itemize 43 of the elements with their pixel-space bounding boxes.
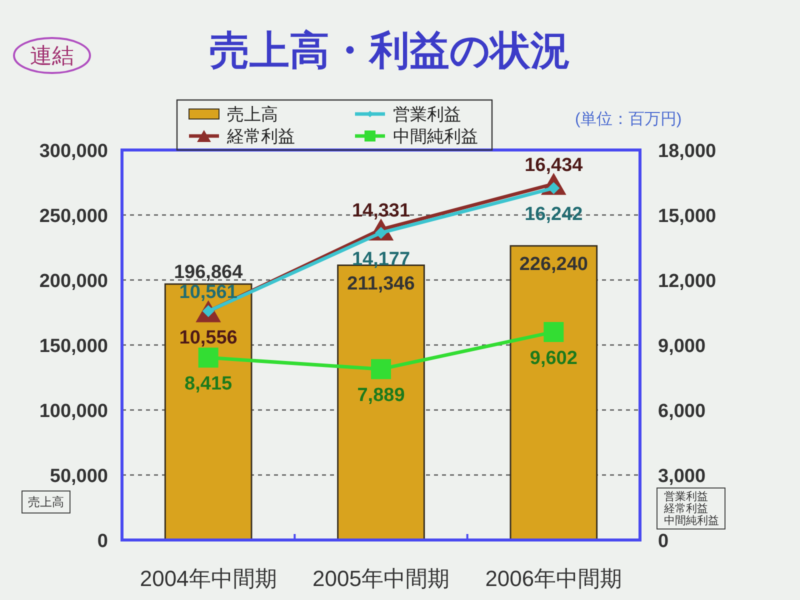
y2-axis-title: 営業利益経常利益中間純利益 [663, 490, 719, 527]
y-tick-label: 0 [97, 531, 108, 552]
text: (単位：百万円) [575, 111, 682, 128]
x-tick-label: 2006年中間期 [485, 566, 622, 591]
legend-label: 中間純利益 [393, 127, 478, 146]
y-tick-label: 300,000 [39, 141, 108, 162]
chart-title: 売上高・利益の状況 [210, 29, 570, 73]
y-tick-label: 250,000 [39, 206, 108, 227]
y-axis-title: 売上高 [22, 490, 70, 514]
y2-tick-label: 0 [658, 531, 669, 552]
legend-label: 経常利益 [226, 127, 295, 146]
point [544, 322, 564, 342]
point [371, 359, 391, 380]
data-label: 226,240 [519, 254, 588, 275]
data-label: 8,415 [184, 374, 233, 395]
data-label: 10,561 [179, 282, 238, 304]
data-label: 7,889 [357, 385, 405, 406]
y2-tick-label: 18,000 [658, 141, 716, 162]
data-label: 14,177 [352, 248, 410, 270]
y-tick-label: 100,000 [39, 401, 108, 422]
legend-label: 売上高 [227, 105, 278, 124]
y-tick-label: 150,000 [39, 336, 108, 357]
text: 連結 [30, 43, 74, 68]
data-label: 14,331 [352, 200, 410, 222]
y2-tick-label: 6,000 [658, 401, 706, 422]
y2-tick-label: 3,000 [658, 466, 706, 487]
data-label: 9,602 [530, 348, 578, 369]
data-label: 10,556 [179, 327, 238, 348]
legend-label: 営業利益 [393, 105, 461, 124]
y2-axis-title: 営業利益経常利益中間純利益 [656, 488, 726, 530]
y2-tick-label: 9,000 [658, 336, 706, 357]
y2-tick-label: 15,000 [658, 206, 716, 227]
y-tick-label: 50,000 [50, 466, 108, 487]
data-label: 211,346 [347, 273, 415, 294]
data-label: 16,434 [524, 154, 584, 176]
point [198, 348, 218, 368]
x-tick-label: 2004年中間期 [140, 566, 277, 591]
data-label: 16,242 [524, 204, 583, 226]
y2-tick-label: 12,000 [658, 271, 716, 292]
x-tick-label: 2005年中間期 [312, 566, 450, 591]
data-label: 196,864 [174, 262, 244, 284]
y-tick-label: 200,000 [39, 271, 108, 292]
y-axis-title: 売上高 [28, 495, 64, 509]
